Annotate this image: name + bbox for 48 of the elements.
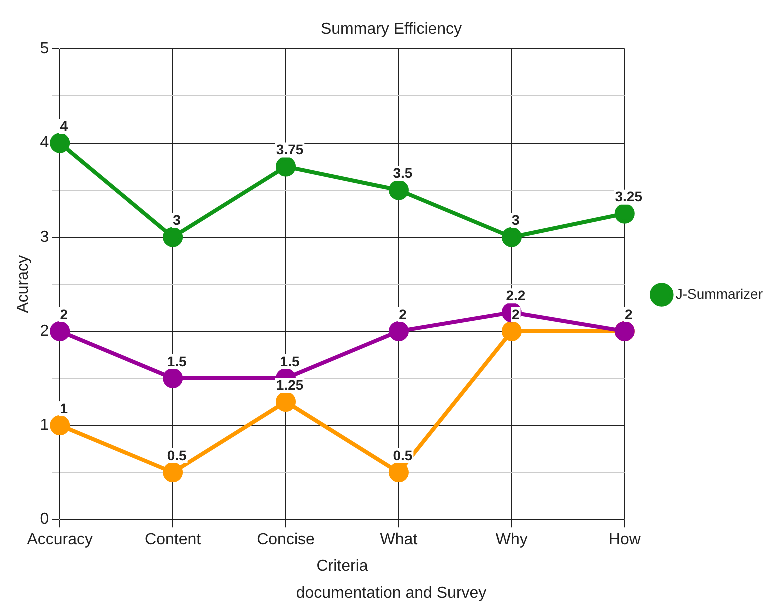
data-label: 3.75: [276, 142, 304, 158]
point: [163, 368, 184, 388]
point: [502, 321, 522, 342]
point: [163, 462, 184, 483]
y-tick-label: 5: [40, 40, 50, 58]
x-tick-label: How: [608, 532, 642, 549]
point: [614, 204, 635, 224]
point: [50, 321, 70, 342]
point: [388, 180, 409, 200]
point: [276, 392, 296, 412]
data-label: 4: [60, 118, 68, 134]
y-tick-label: 1: [40, 416, 50, 434]
chart-title: Summary Efficiency: [320, 21, 462, 38]
data-label: 2: [399, 306, 408, 322]
y-tick-label: 2: [40, 322, 50, 340]
legend-label: J-Summarizer: [676, 286, 764, 302]
data-label: 3: [512, 212, 520, 228]
point: [388, 321, 409, 342]
data-label: 0.5: [393, 447, 413, 464]
point: [163, 227, 184, 248]
y-tick-label: 0: [40, 511, 50, 528]
point: [50, 133, 70, 154]
x-tick-label: Why: [496, 532, 528, 549]
x-axis-title: Criteria: [316, 558, 368, 575]
data-label: 3.25: [615, 188, 643, 205]
data-label: 2: [624, 306, 633, 322]
data-label: 2: [512, 306, 520, 322]
data-label: 1.25: [276, 376, 304, 393]
point: [502, 227, 522, 248]
y-axis-title: Acuracy: [15, 256, 32, 314]
text: documentation and Survey: [295, 585, 488, 603]
y-tick-label: 3: [40, 228, 50, 246]
data-label: 1.5: [280, 353, 300, 370]
x-tick-label: Concise: [257, 532, 316, 549]
point: [276, 156, 296, 177]
data-label: 2: [60, 306, 68, 322]
y-tick-label: 4: [40, 134, 50, 152]
data-label: 3.5: [393, 165, 413, 182]
point: [388, 462, 409, 483]
data-label: 1: [60, 400, 68, 416]
x-tick-label: What: [380, 532, 418, 549]
x-tick-label: Accuracy: [27, 532, 93, 549]
x-tick-label: Content: [145, 532, 202, 549]
data-label: 2.2: [506, 287, 526, 304]
data-label: 3: [173, 212, 182, 228]
data-label: 1.5: [167, 353, 187, 370]
point: [50, 416, 70, 436]
data-label: 0.5: [167, 447, 187, 464]
